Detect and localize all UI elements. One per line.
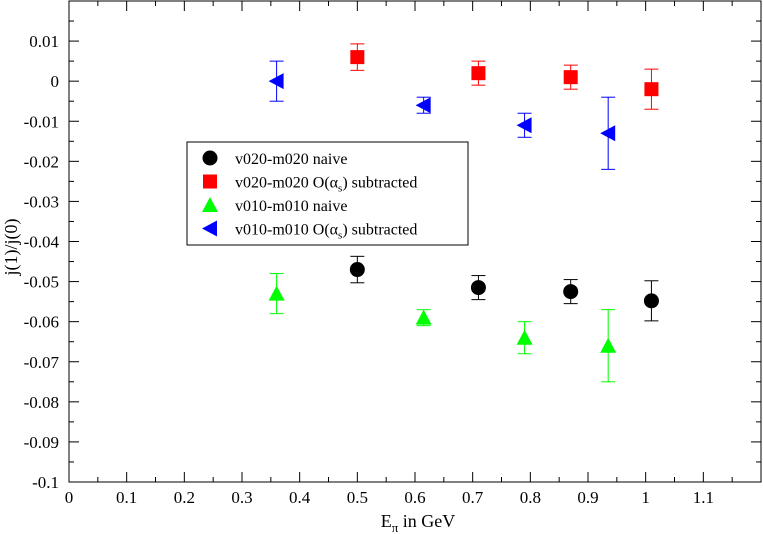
legend-text-greek: α [330, 222, 339, 239]
legend-entry-2: v010-m010 naive [235, 198, 347, 215]
legend-marker-2 [202, 197, 218, 212]
data-point-s1-p0 [350, 50, 365, 65]
x-axis-title-rest: in GeV [398, 511, 455, 531]
y-tick-label: -0.07 [24, 353, 60, 372]
y-tick-label: -0.09 [24, 433, 59, 452]
data-point-s0-p3 [643, 293, 659, 309]
legend-box [186, 141, 469, 246]
legend-text-main: v020-m020 O( [235, 175, 330, 192]
data-point-s2-p0 [268, 285, 285, 301]
data-point-s3-p0 [268, 73, 284, 90]
data-point-s3-p1 [415, 97, 431, 114]
legend-text-main: v010-m010 O( [235, 222, 330, 239]
data-point-s3-p2 [516, 117, 532, 134]
x-tick-label: 0.9 [577, 488, 598, 507]
y-tick-label: -0.08 [24, 393, 59, 412]
y-tick-label: 0.01 [29, 32, 59, 51]
data-point-s0-p2 [563, 284, 579, 300]
legend-entry-3: v010-m010 O(αs) subtracted [235, 222, 417, 242]
legend-entry-0: v020-m020 naive [235, 151, 347, 168]
legend-text-subscript: s [338, 230, 342, 242]
y-tick-label: -0.06 [24, 313, 59, 332]
axis-layer: 0 0.1 0.2 0.3 0.4 0.5 0.6 0.7 0.8 0.9 1 1.1 -0.1 -0.0… [24, 0, 762, 507]
legend-text-rest: ) subtracted [342, 175, 417, 192]
legend-entry-1: v020-m020 O(αs) subtracted [235, 175, 417, 195]
y-tick-label: -0.03 [24, 192, 59, 211]
x-axis-title: Eπ in GeV [381, 511, 456, 534]
x-tick-label: 1 [641, 488, 650, 507]
x-tick-label: 0.6 [404, 488, 425, 507]
x-tick-label: 0.8 [520, 488, 541, 507]
legend-text-main: v020-m020 naive [235, 151, 347, 168]
y-tick-label: 0 [51, 72, 60, 91]
legend-marker-1 [203, 174, 217, 189]
data-point-s1-p2 [563, 70, 578, 85]
errorbar-layer [269, 43, 659, 383]
x-tick-label: 0.1 [116, 488, 137, 507]
data-point-s0-p0 [349, 262, 365, 278]
data-point-s1-p3 [644, 82, 659, 97]
legend-text-main: v010-m010 naive [235, 198, 347, 215]
x-tick-label: 0 [65, 488, 74, 507]
y-axis-title: j(1)/j(0) [1, 219, 22, 277]
x-tick-label: 1.1 [693, 488, 714, 507]
x-tick-label: 0.2 [174, 488, 195, 507]
legend-marker-3 [202, 220, 217, 237]
x-tick-label: 0.5 [347, 488, 368, 507]
x-tick-label: 0.7 [462, 488, 484, 507]
y-tick-label: -0.02 [24, 152, 59, 171]
marker-layer [268, 50, 659, 353]
y-tick-label: -0.04 [24, 233, 60, 252]
legend-text-subscript: s [338, 183, 342, 195]
legend-text-greek: α [330, 175, 339, 192]
data-point-s2-p2 [516, 329, 533, 345]
y-tick-label: -0.01 [24, 112, 59, 131]
data-point-s2-p1 [415, 309, 432, 325]
data-point-s2-p3 [600, 337, 617, 353]
data-point-s1-p1 [471, 66, 486, 81]
y-tick-label: -0.1 [32, 473, 59, 492]
x-axis-title-subscript: π [392, 520, 399, 534]
x-tick-label: 0.3 [231, 488, 252, 507]
data-point-s0-p1 [470, 280, 486, 296]
y-tick-label: -0.05 [24, 273, 59, 292]
legend-text-rest: ) subtracted [342, 222, 417, 239]
legend-marker-0 [202, 150, 218, 166]
data-point-s3-p3 [600, 125, 616, 142]
x-tick-label: 0.4 [289, 488, 311, 507]
